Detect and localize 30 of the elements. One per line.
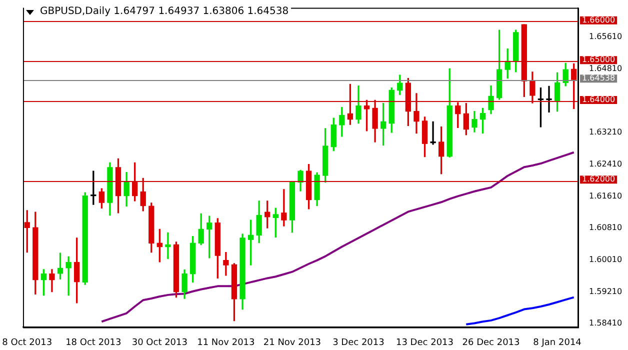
x-tick-label: 13 Dec 2013 xyxy=(396,338,454,348)
candlestick xyxy=(281,189,287,226)
ref-line-label: 1.64538 xyxy=(582,74,616,83)
chart-title: GBPUSD,Daily 1.64797 1.64937 1.63806 1.64538 xyxy=(40,6,289,18)
x-tick-label: 26 Dec 2013 xyxy=(462,338,520,348)
candlestick xyxy=(546,86,552,112)
candlestick xyxy=(66,256,72,296)
x-tick-label: 8 Jan 2014 xyxy=(533,338,582,348)
ref-line-label: 1.65000 xyxy=(582,55,616,64)
y-tick-label: 1.60010 xyxy=(589,254,622,264)
ref-line-label: 1.66000 xyxy=(582,15,616,24)
y-tick-label: 1.58410 xyxy=(589,318,622,328)
ref-line-label: 1.64000 xyxy=(582,95,616,104)
candlestick xyxy=(430,121,436,145)
candlestick xyxy=(165,232,171,260)
x-tick-label: 8 Oct 2013 xyxy=(2,338,52,348)
y-tick-label: 1.61610 xyxy=(589,191,622,200)
x-tick-label: 3 Dec 2013 xyxy=(332,338,384,348)
y-tick-label: 1.59210 xyxy=(589,286,622,296)
x-tick-label: 30 Oct 2013 xyxy=(132,338,188,348)
y-tick-label: 1.62410 xyxy=(589,159,622,168)
ref-line-label: 1.62000 xyxy=(582,174,616,184)
candlestick xyxy=(223,252,229,276)
y-tick-label: 1.65610 xyxy=(589,32,622,41)
y-tick-label: 1.64810 xyxy=(589,64,622,73)
x-tick-label: 11 Nov 2013 xyxy=(197,338,255,348)
y-tick-label: 1.60810 xyxy=(589,223,622,232)
y-tick-label: 1.63210 xyxy=(589,128,622,137)
x-tick-label: 18 Oct 2013 xyxy=(66,338,122,348)
x-tick-label: 21 Nov 2013 xyxy=(263,338,322,348)
